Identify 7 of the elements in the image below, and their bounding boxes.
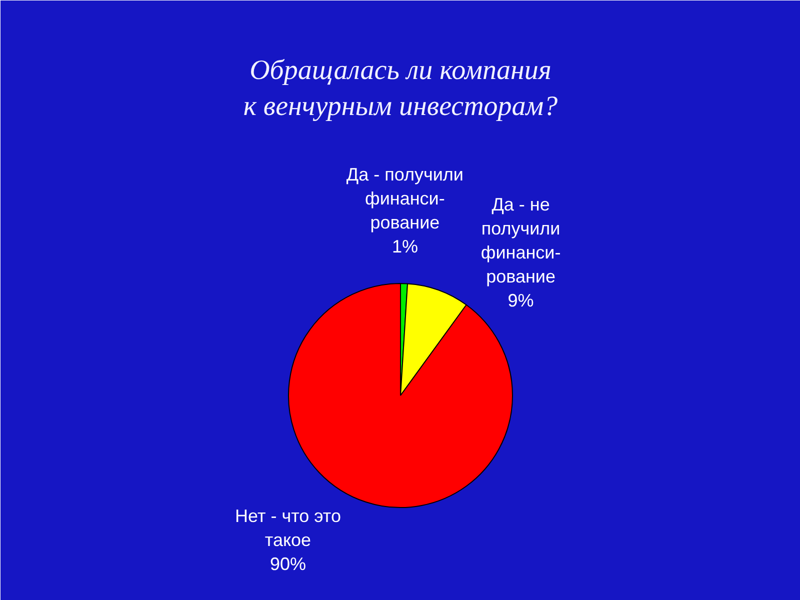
- slice-label: Да - получили финанси- рование: [346, 164, 464, 232]
- data-label: 90%: [270, 554, 306, 574]
- slice-label: Нет - что это такое: [235, 506, 341, 550]
- slice-label: Да - не получили финанси- рование: [480, 194, 561, 286]
- data-label: 1%: [392, 236, 418, 256]
- data-label: 9%: [508, 290, 534, 310]
- chart-title: Обращалась ли компания к венчурным инвесторам?: [243, 55, 558, 122]
